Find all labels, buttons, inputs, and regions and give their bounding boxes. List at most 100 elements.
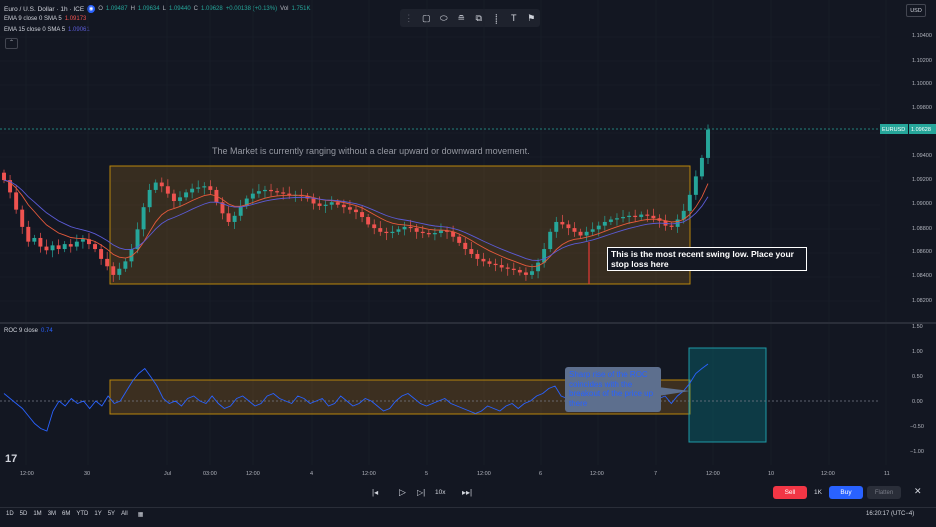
jump-to-realtime-icon[interactable]: ▸▸| xyxy=(462,488,473,497)
candle xyxy=(639,214,644,218)
ema9-line xyxy=(3,179,709,268)
range-5d[interactable]: 5D xyxy=(19,511,28,517)
range-3m[interactable]: 3M xyxy=(47,511,57,517)
time-label: 12:00 xyxy=(246,471,260,477)
text-note-tool-icon[interactable]: ≘ xyxy=(457,12,466,23)
time-label: 4 xyxy=(310,471,313,477)
text-tool-icon[interactable]: T xyxy=(511,13,517,23)
range-6m[interactable]: 6M xyxy=(62,511,71,517)
time-label: 12:00 xyxy=(821,471,835,477)
time-label: Jul xyxy=(164,471,171,477)
rectangle-tool-icon[interactable]: ▢ xyxy=(421,12,431,23)
candle xyxy=(269,189,274,192)
jump-to-start-icon[interactable]: |◂ xyxy=(372,488,379,497)
candle xyxy=(123,261,128,269)
symbol-legend[interactable]: Euro / U.S. Dollar · 1h · ICE ◉ O 1.09487… xyxy=(4,5,310,13)
range-all[interactable]: All xyxy=(121,511,128,517)
candle xyxy=(275,191,280,193)
collapse-legend-button[interactable]: ⌃ xyxy=(5,38,18,49)
candle xyxy=(341,204,346,208)
roc-callout-pointer xyxy=(658,387,690,396)
roc-callout-text: Sharp rise of the ROC coincides with the… xyxy=(569,370,654,408)
time-label: 6 xyxy=(539,471,542,477)
range-5y[interactable]: 5Y xyxy=(107,511,116,517)
candle xyxy=(317,203,322,206)
candle xyxy=(687,194,692,211)
range-ytd[interactable]: YTD xyxy=(76,511,89,517)
calendar-icon[interactable]: ▦ xyxy=(137,512,144,518)
range-1m[interactable]: 1M xyxy=(33,511,42,517)
replay-speed[interactable]: 10x xyxy=(435,489,446,496)
roc-callout[interactable]: Sharp rise of the ROC coincides with the… xyxy=(565,367,661,412)
candle xyxy=(238,205,243,216)
candle xyxy=(475,253,480,259)
candle xyxy=(693,176,698,195)
bottom-toolbar xyxy=(0,507,936,527)
step-forward-icon[interactable]: ▷| xyxy=(417,488,426,497)
currency-button[interactable]: USD xyxy=(906,4,926,17)
ema9-legend[interactable]: EMA 9 close 0 SMA 5 1.09173 xyxy=(4,16,86,22)
ema15-legend[interactable]: EMA 15 close 0 SMA 5 1.09061 xyxy=(4,27,90,33)
candle xyxy=(93,244,98,250)
candle xyxy=(487,261,492,264)
vertical-line-tool-icon[interactable]: ⸽ xyxy=(495,13,498,24)
candle xyxy=(706,129,710,158)
sell-button[interactable]: Sell xyxy=(773,486,807,499)
open-value: 1.09487 xyxy=(105,6,128,12)
candle xyxy=(68,244,73,247)
currency-label: USD xyxy=(910,7,922,14)
candle xyxy=(32,237,37,242)
roc-axis[interactable]: 1.50 1.00 0.50 0.00 −0.50 −1.00 xyxy=(910,324,924,455)
buy-label: Buy xyxy=(840,489,852,496)
time-label: 7 xyxy=(654,471,657,477)
candle xyxy=(99,249,104,259)
market-status-icon[interactable]: ◉ xyxy=(87,5,96,13)
candle xyxy=(560,221,565,225)
time-label: 12:00 xyxy=(20,471,34,477)
swing-low-callout[interactable]: This is the most recent swing low. Place… xyxy=(607,247,807,271)
time-label: 12:00 xyxy=(590,471,604,477)
flag-tool-icon[interactable]: ⚑ xyxy=(527,12,536,23)
roc-legend[interactable]: ROC 9 close 0.74 xyxy=(4,328,53,334)
high-value: 1.09634 xyxy=(137,6,160,12)
price-axis[interactable]: 1.10400 1.10200 1.10000 1.09800 1.09400 … xyxy=(880,33,936,304)
close-label: C xyxy=(193,6,199,12)
quantity-field[interactable]: 1K xyxy=(810,486,826,499)
play-icon[interactable]: ▷ xyxy=(399,487,406,497)
candle xyxy=(323,204,328,206)
callout-tool-icon[interactable]: ⧉ xyxy=(475,12,482,23)
candle xyxy=(135,229,140,250)
candle xyxy=(445,230,450,232)
ellipse-tool-icon[interactable]: ⬭ xyxy=(439,12,448,23)
ema15-value: 1.09061 xyxy=(68,27,90,33)
candle xyxy=(226,213,231,222)
buy-button[interactable]: Buy xyxy=(829,486,863,499)
range-annotation[interactable]: The Market is currently ranging without … xyxy=(212,146,530,156)
candle xyxy=(578,231,583,236)
price-tick: 1.09400 xyxy=(912,153,932,159)
flatten-button[interactable]: Flatten xyxy=(867,486,901,499)
low-label: L xyxy=(162,6,166,12)
range-1d[interactable]: 1D xyxy=(6,511,14,517)
drag-handle-icon[interactable]: ⋮ xyxy=(404,12,414,23)
clock[interactable]: 16:20:17 (UTC−4) xyxy=(866,511,915,517)
candle xyxy=(608,219,613,222)
time-axis[interactable]: 12:00 30 Jul 03:00 12:00 4 12:00 5 12:00… xyxy=(20,471,890,477)
roc-tick: 0.50 xyxy=(912,374,923,380)
candle xyxy=(80,239,85,242)
price-tick: 1.09800 xyxy=(912,105,932,111)
low-value: 1.09440 xyxy=(168,6,191,12)
range-1y[interactable]: 1Y xyxy=(94,511,102,517)
candle xyxy=(384,231,389,234)
tradingview-logo[interactable]: 17 xyxy=(5,453,17,465)
candle xyxy=(584,231,589,236)
candle xyxy=(420,231,425,234)
candle xyxy=(554,221,559,232)
candle xyxy=(536,262,541,272)
candle xyxy=(699,157,704,177)
price-tick: 1.09200 xyxy=(912,177,932,183)
close-replay-icon[interactable]: ✕ xyxy=(914,486,922,496)
symbol-title[interactable]: Euro / U.S. Dollar · 1h · ICE xyxy=(4,5,85,13)
candle xyxy=(542,249,547,263)
